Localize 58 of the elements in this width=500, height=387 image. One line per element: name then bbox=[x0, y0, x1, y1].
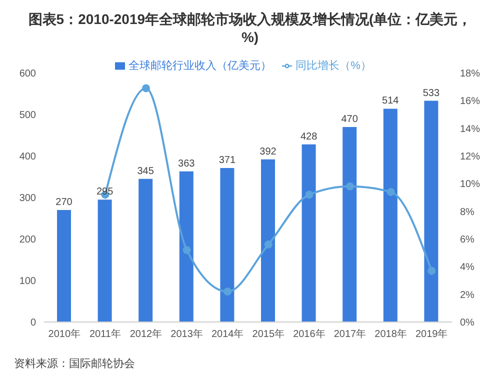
point bbox=[386, 188, 395, 196]
data-label: 514 bbox=[382, 96, 400, 107]
text: 资料来源：国际邮轮协会 bbox=[13, 357, 136, 371]
y-tick-label: 200 bbox=[19, 234, 36, 246]
bar bbox=[57, 210, 71, 322]
y-tick-label: 100 bbox=[19, 276, 36, 288]
point bbox=[182, 246, 191, 254]
point bbox=[428, 266, 436, 275]
legend-label: 全球邮轮行业收入（亿美元） bbox=[128, 60, 272, 72]
y2-tick-label: 16% bbox=[460, 96, 480, 108]
x-tick-label: 2013年 bbox=[170, 328, 203, 340]
bar bbox=[98, 200, 112, 322]
y-tick-label: 300 bbox=[19, 193, 36, 204]
data-label: 363 bbox=[178, 158, 196, 170]
y2-tick-label: 6% bbox=[460, 234, 475, 246]
data-label: 470 bbox=[341, 114, 358, 125]
x-tick-label: 2016年 bbox=[293, 328, 326, 340]
data-label: 345 bbox=[137, 166, 154, 177]
y2-tick-label: 2% bbox=[460, 290, 475, 301]
point bbox=[346, 182, 354, 190]
x-tick-label: 2010年 bbox=[48, 328, 81, 340]
y-tick-label: 0 bbox=[30, 318, 36, 329]
point bbox=[224, 288, 232, 296]
data-label: 533 bbox=[422, 88, 440, 99]
y2-tick-label: 4% bbox=[460, 262, 475, 274]
bar bbox=[302, 144, 316, 322]
data-label: 392 bbox=[260, 146, 277, 158]
y-tick-label: 600 bbox=[19, 68, 36, 80]
y2-tick-label: 8% bbox=[460, 206, 475, 218]
x-tick-label: 2017年 bbox=[334, 328, 366, 340]
point bbox=[305, 190, 314, 199]
data-label: 371 bbox=[218, 155, 236, 166]
bar bbox=[383, 108, 398, 322]
x-tick-label: 2012年 bbox=[130, 328, 162, 340]
y2-tick-label: 14% bbox=[460, 124, 480, 135]
y2-tick-label: 18% bbox=[460, 68, 480, 80]
data-label: 428 bbox=[300, 131, 318, 142]
x-tick-label: 2019年 bbox=[415, 328, 448, 340]
y2-tick-label: 0% bbox=[460, 318, 475, 329]
bar bbox=[138, 178, 153, 322]
y2-tick-label: 12% bbox=[460, 152, 480, 163]
x-tick-label: 2014年 bbox=[211, 328, 244, 340]
y2-tick-label: 10% bbox=[460, 179, 480, 190]
bar bbox=[179, 171, 194, 322]
x-tick-label: 2018年 bbox=[374, 328, 407, 340]
bar bbox=[424, 100, 438, 322]
legend-label: 同比增长（%） bbox=[296, 60, 372, 72]
point bbox=[142, 84, 150, 92]
y-tick-label: 500 bbox=[19, 110, 36, 122]
y-tick-label: 400 bbox=[19, 152, 36, 163]
x-tick-label: 2011年 bbox=[89, 328, 121, 340]
x-tick-label: 2015年 bbox=[252, 328, 285, 340]
bar bbox=[342, 126, 357, 322]
bar bbox=[220, 168, 234, 322]
chart-title: 图表5：2010-2019年全球邮轮市场收入规模及增长情况(单位：亿美元，%) bbox=[27, 10, 473, 47]
data-label: 270 bbox=[56, 196, 73, 208]
point bbox=[264, 240, 272, 249]
bar bbox=[261, 159, 275, 322]
